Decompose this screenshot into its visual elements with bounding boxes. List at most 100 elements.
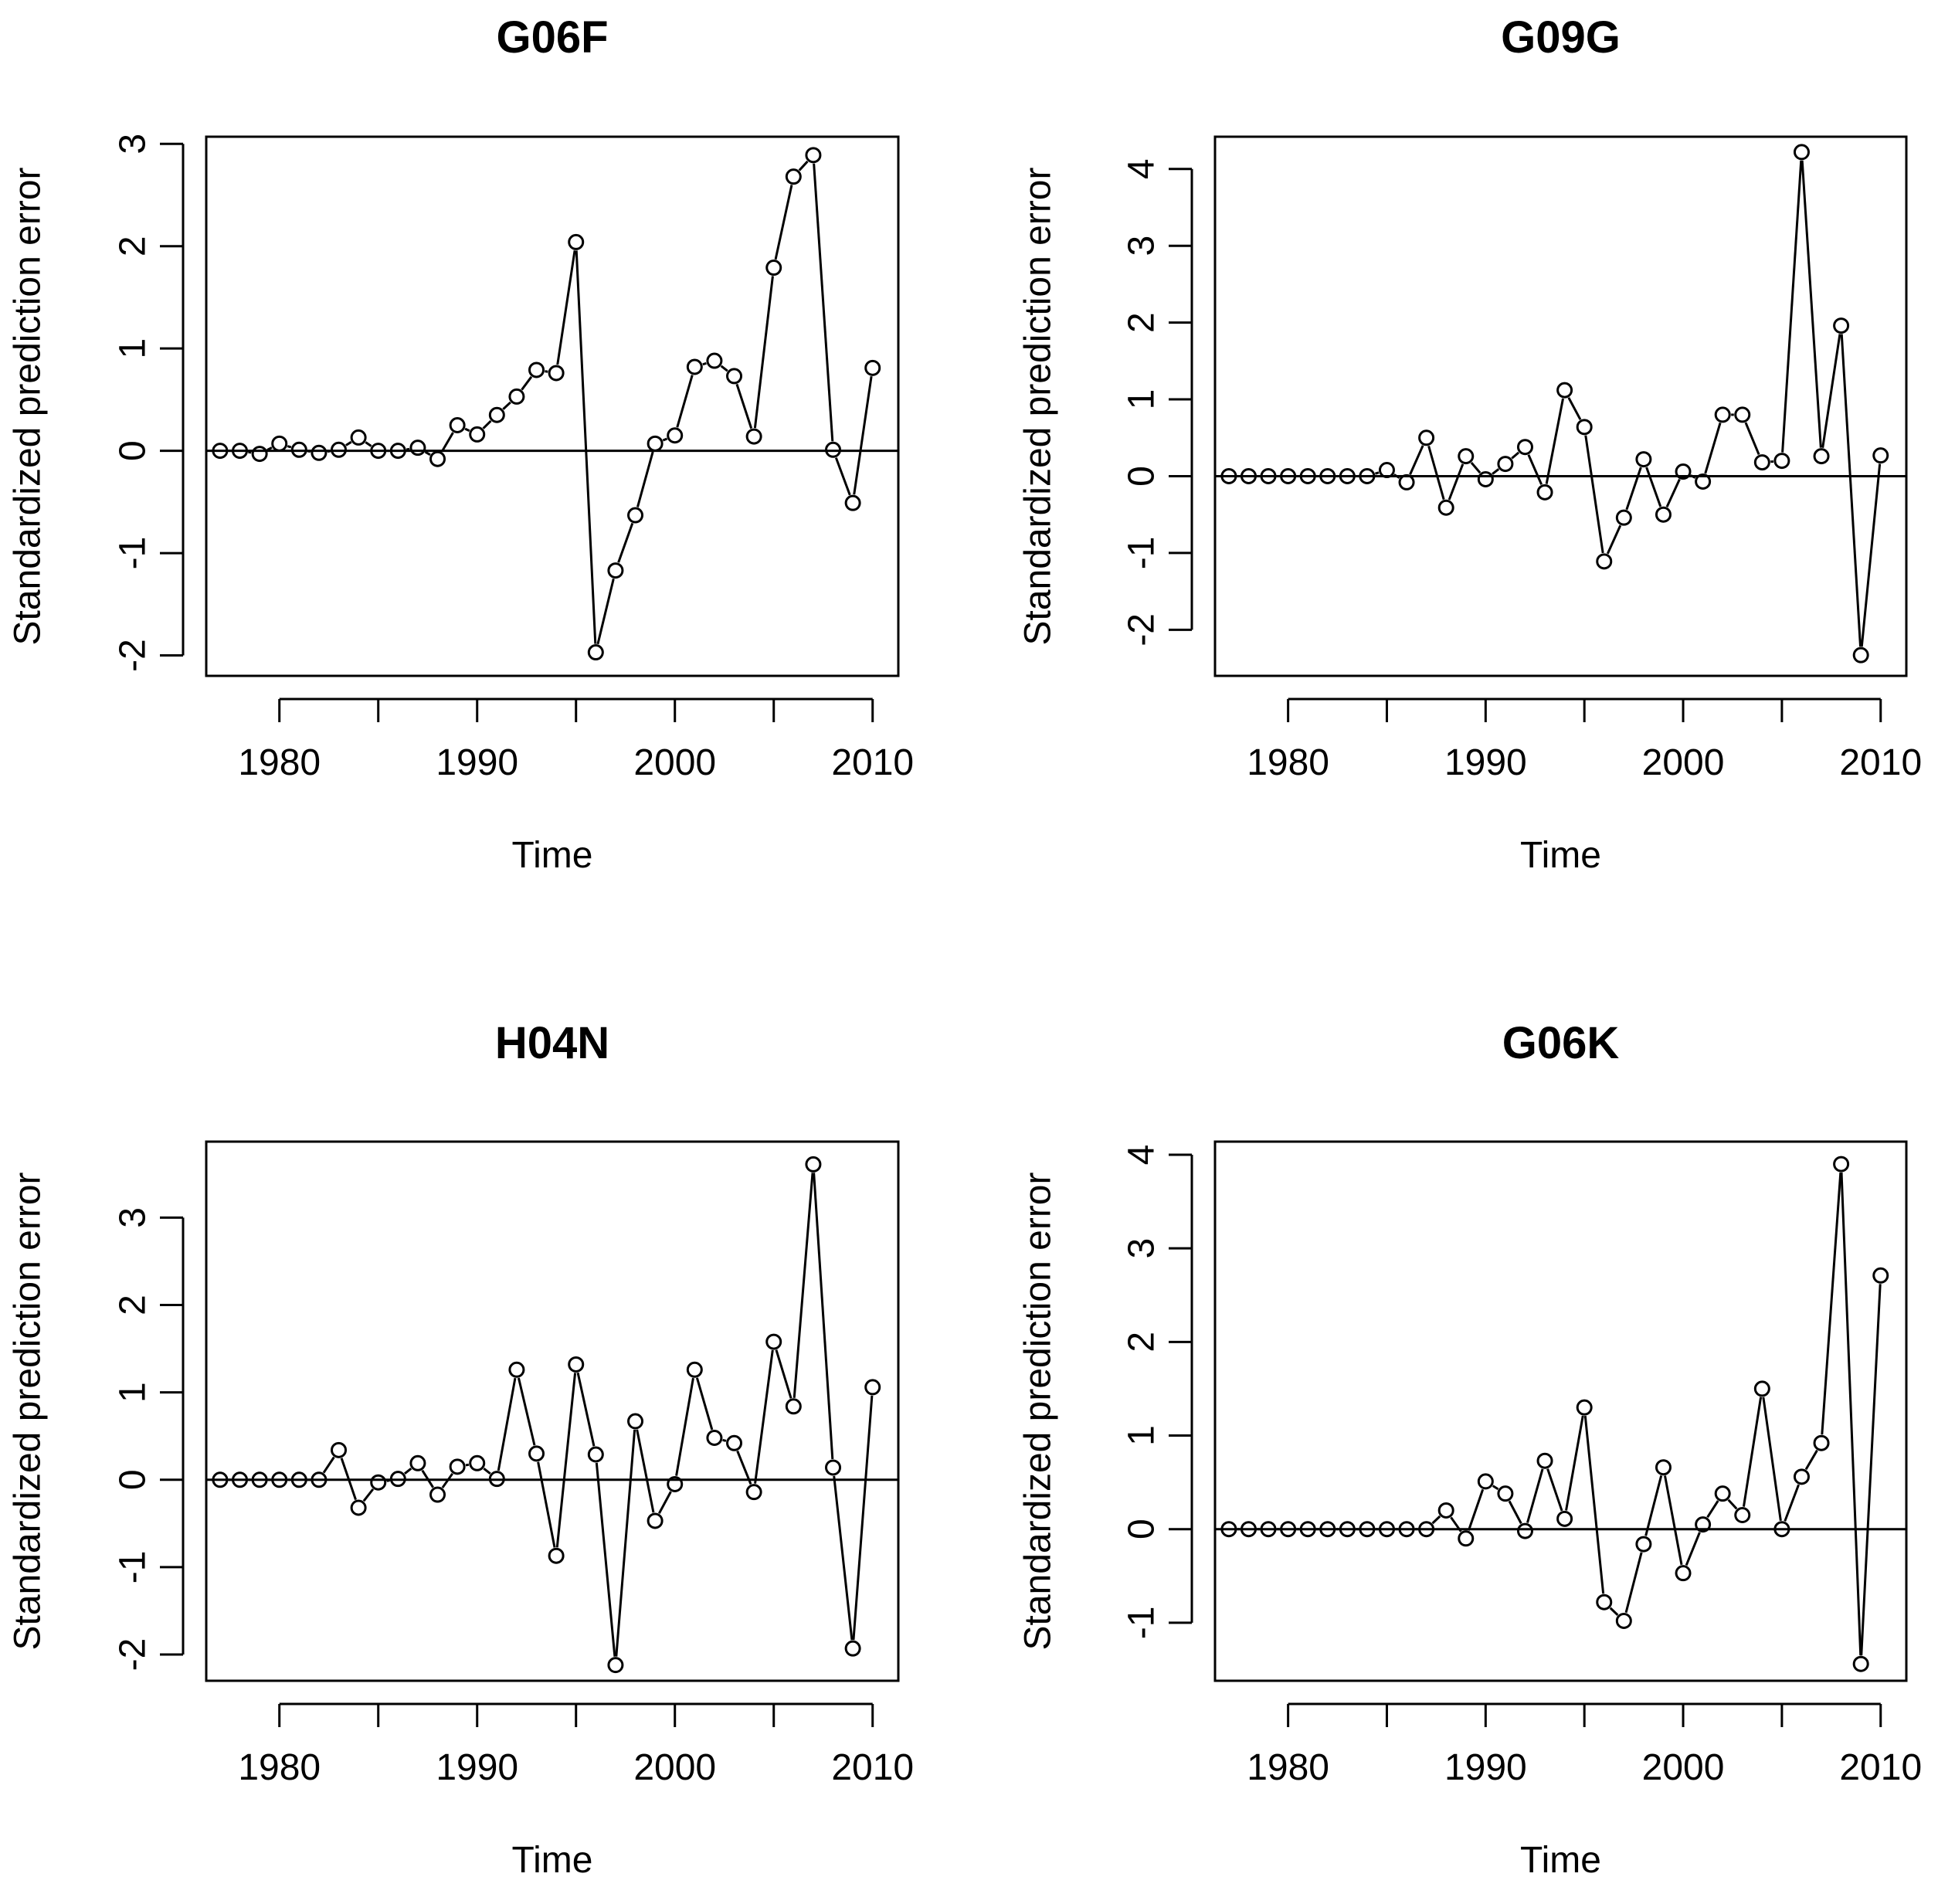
data-point — [508, 1361, 525, 1378]
data-point — [1852, 647, 1869, 664]
series-line-segment — [521, 375, 533, 391]
series-line-segment — [1644, 1475, 1663, 1536]
series-line-segment — [1448, 463, 1465, 501]
y-tick-label: 3 — [1122, 1238, 1162, 1259]
data-point — [1793, 1468, 1810, 1485]
data-point — [311, 1471, 328, 1488]
data-point — [389, 443, 406, 460]
data-point — [409, 440, 426, 456]
series-line-segment — [813, 163, 834, 442]
series-line-segment — [1664, 1475, 1683, 1566]
series-line-segment — [720, 365, 728, 372]
data-point — [765, 1333, 782, 1350]
series-line-segment — [1860, 463, 1882, 647]
y-tick-label: 0 — [113, 1469, 154, 1490]
series-line-segment — [798, 160, 809, 171]
x-tick-label: 2010 — [1839, 1747, 1922, 1788]
data-point — [1872, 1267, 1889, 1284]
data-point — [1398, 1521, 1415, 1538]
series-line-segment — [852, 1395, 874, 1641]
series-line-segment — [754, 1349, 774, 1484]
series-line-segment — [675, 1377, 694, 1476]
series-line-segment — [695, 1377, 714, 1431]
series-line-segment — [1804, 1449, 1818, 1471]
data-point — [1516, 439, 1533, 456]
x-tick-label: 1980 — [238, 1747, 321, 1788]
plot-frame — [205, 1140, 900, 1682]
series-line-segment — [617, 522, 634, 563]
data-point — [251, 1471, 268, 1488]
series-line-segment — [1427, 445, 1445, 501]
x-tick-label: 1990 — [436, 1747, 518, 1788]
data-point — [1635, 451, 1652, 468]
series-line-segment — [576, 1372, 596, 1447]
y-tick-label: 0 — [1122, 1519, 1162, 1539]
series-line-segment — [555, 1373, 577, 1548]
series-line-segment — [406, 447, 410, 451]
series-line-segment — [1821, 1172, 1842, 1435]
y-tick-label: -2 — [1122, 613, 1162, 647]
series-line-segment — [575, 250, 597, 644]
x-tick-label: 1980 — [1247, 1747, 1329, 1788]
series-line-segment — [662, 437, 668, 442]
data-point — [686, 1361, 703, 1378]
series-line-segment — [441, 1472, 453, 1488]
y-tick-label: -1 — [1122, 1607, 1162, 1640]
chart-title: H04N — [495, 1018, 609, 1068]
data-point — [1497, 456, 1514, 473]
data-point — [647, 1512, 664, 1529]
series-line-segment — [1492, 468, 1500, 475]
data-point — [409, 1454, 426, 1471]
data-point — [1813, 448, 1830, 465]
data-point — [1675, 463, 1692, 480]
chart-title: G06F — [496, 12, 608, 63]
y-tick-label: -2 — [113, 1638, 154, 1672]
series-line-segment — [736, 1450, 752, 1485]
data-point — [864, 359, 881, 376]
series-line-segment — [774, 185, 793, 260]
data-point — [785, 168, 802, 185]
y-tick-label: 4 — [1122, 1145, 1162, 1166]
y-tick-label: 2 — [1122, 1332, 1162, 1352]
series-line-segment — [1665, 478, 1681, 507]
data-point — [667, 1475, 684, 1492]
x-tick-label: 2000 — [633, 1747, 716, 1788]
data-point — [1398, 473, 1415, 490]
data-point — [370, 443, 387, 460]
series-line-segment — [722, 1438, 727, 1442]
series-line-segment — [1781, 160, 1803, 453]
data-point — [1793, 144, 1810, 161]
data-point — [508, 388, 525, 405]
data-point — [1359, 1521, 1376, 1538]
data-point — [1437, 499, 1454, 516]
y-tick-label: -2 — [113, 639, 154, 672]
series-line-segment — [1583, 1415, 1605, 1594]
data-point — [844, 494, 861, 511]
data-point — [1437, 1502, 1454, 1519]
data-point — [1734, 406, 1751, 423]
data-point — [389, 1471, 406, 1488]
series-line-segment — [1584, 435, 1604, 554]
series-line-segment — [735, 383, 753, 429]
data-point — [706, 352, 723, 369]
x-tick-label: 1980 — [238, 742, 321, 783]
data-point — [1418, 1521, 1435, 1538]
series-line-segment — [853, 375, 873, 495]
data-point — [290, 441, 307, 458]
data-point — [488, 406, 505, 423]
data-point — [1556, 382, 1573, 399]
data-point — [1596, 553, 1613, 570]
data-point — [1615, 1612, 1632, 1629]
series-line-segment — [1431, 1515, 1441, 1525]
data-point — [469, 1454, 486, 1471]
series-line-segment — [362, 1488, 375, 1502]
y-tick-label: -1 — [113, 1551, 154, 1584]
series-line-segment — [1840, 334, 1862, 647]
data-point — [607, 1657, 624, 1674]
data-point — [1852, 1655, 1869, 1672]
data-point — [1615, 509, 1632, 526]
data-point — [1753, 454, 1770, 471]
series-line-segment — [482, 419, 492, 429]
data-point — [1260, 1521, 1277, 1538]
x-axis-label: Time — [1520, 835, 1601, 876]
